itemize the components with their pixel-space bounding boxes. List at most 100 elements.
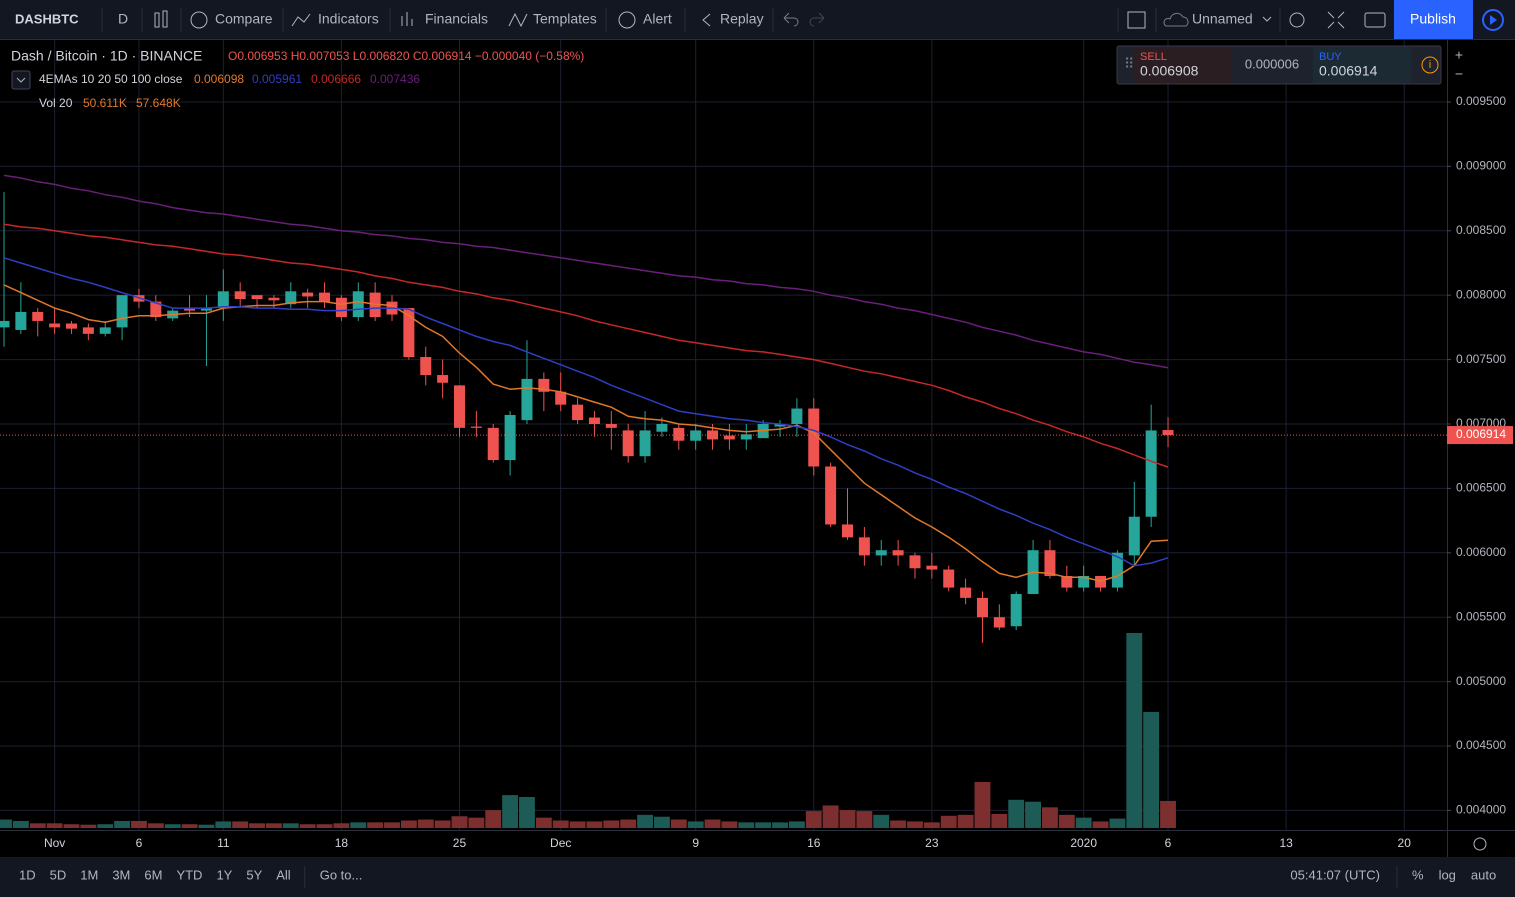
expand-button[interactable]: +: [1455, 47, 1463, 63]
range-button[interactable]: 1M: [80, 867, 98, 882]
indicators-button[interactable]: Indicators: [318, 11, 379, 27]
publish-label[interactable]: Publish: [1410, 11, 1456, 27]
templates-icon[interactable]: [508, 12, 528, 28]
volume-bar: [755, 822, 772, 828]
layout-icon[interactable]: [1127, 11, 1146, 29]
x-tick-label: 11: [217, 836, 230, 850]
volume-bar: [367, 822, 384, 828]
chart-type-icon[interactable]: [154, 10, 168, 28]
volume-bar: [1092, 821, 1109, 828]
sell-label[interactable]: SELL: [1140, 51, 1167, 63]
redo-icon[interactable]: [809, 12, 825, 27]
candle-body: [234, 291, 246, 300]
compare-icon[interactable]: [190, 11, 208, 29]
volume-bar: [131, 820, 147, 828]
buy-price[interactable]: 0.006914: [1319, 63, 1378, 79]
fullscreen-icon[interactable]: [1327, 11, 1345, 29]
x-tick-label: 13: [1279, 836, 1293, 850]
candle-body: [622, 430, 634, 457]
layout-dropdown[interactable]: [1262, 16, 1272, 22]
settings-icon[interactable]: [1289, 12, 1305, 28]
replay-button[interactable]: Replay: [720, 11, 764, 27]
play-icon[interactable]: [1482, 9, 1504, 31]
interval-button[interactable]: D: [118, 11, 128, 27]
candle-body: [588, 417, 600, 424]
range-button[interactable]: 1D: [19, 867, 36, 882]
y-tick-label: 0.004500: [1456, 738, 1506, 752]
candle-body: [268, 297, 280, 301]
range-button[interactable]: All: [276, 867, 291, 882]
x-tick-label: 16: [807, 836, 821, 850]
volume-bar: [721, 821, 738, 828]
drag-handle[interactable]: ⠿: [1124, 56, 1134, 72]
sell-button[interactable]: [1134, 47, 1232, 83]
scale-option[interactable]: %: [1412, 867, 1424, 882]
candle-body: [1078, 575, 1090, 588]
publish-button[interactable]: [1394, 0, 1473, 39]
indicators-icon[interactable]: [291, 13, 311, 27]
snapshot-icon[interactable]: [1364, 12, 1386, 28]
compare-button[interactable]: Compare: [215, 11, 273, 27]
candle-body: [302, 292, 314, 297]
last-price-tag: [1447, 426, 1513, 445]
templates-button[interactable]: Templates: [533, 11, 597, 27]
volume-bar: [1075, 817, 1092, 828]
y-tick-label: 0.007500: [1456, 352, 1506, 366]
volume-bar: [535, 817, 552, 828]
scale-option[interactable]: log: [1439, 867, 1456, 882]
range-button[interactable]: 5D: [50, 867, 67, 882]
candle-body: [858, 537, 870, 556]
volume-bar: [114, 820, 131, 828]
symbol-button[interactable]: DASHBTC: [15, 11, 79, 26]
candle-body: [285, 291, 297, 305]
axis-settings-icon[interactable]: [1473, 837, 1487, 851]
symbol-legend: Dash / Bitcoin · 1D · BINANCE: [11, 48, 202, 64]
replay-icon[interactable]: [702, 13, 711, 27]
layout-name[interactable]: Unnamed: [1192, 11, 1253, 27]
volume-bar: [788, 821, 805, 828]
y-tick-label: 0.005000: [1456, 674, 1506, 688]
undo-icon[interactable]: [783, 12, 799, 27]
volume-bar: [63, 824, 80, 828]
candle-body: [926, 565, 938, 570]
info-icon[interactable]: [1421, 56, 1439, 74]
alert-button[interactable]: Alert: [643, 11, 672, 27]
volume-bar: [519, 796, 535, 828]
volume-bar: [620, 819, 637, 828]
goto-button[interactable]: Go to...: [320, 867, 363, 882]
alert-icon[interactable]: [618, 11, 636, 29]
legend-toggle[interactable]: [11, 70, 31, 90]
candle-body: [1128, 516, 1140, 556]
volume-bar: [0, 819, 12, 828]
financials-icon[interactable]: [401, 12, 413, 26]
volume-bar: [890, 820, 907, 828]
candle-body: [774, 423, 786, 427]
y-tick-label: 0.004000: [1456, 803, 1506, 817]
buy-label[interactable]: BUY: [1319, 51, 1342, 63]
volume-bar: [957, 814, 974, 828]
volume-bar: [687, 821, 704, 828]
range-button[interactable]: 6M: [144, 867, 162, 882]
collapse-button[interactable]: −: [1455, 66, 1463, 82]
y-tick-label: 0.005500: [1456, 609, 1506, 623]
financials-button[interactable]: Financials: [425, 11, 488, 27]
range-button[interactable]: 5Y: [246, 867, 262, 882]
candle-body: [99, 327, 111, 334]
scale-option[interactable]: auto: [1471, 867, 1496, 882]
buy-button[interactable]: [1313, 47, 1411, 83]
volume-bar: [1143, 711, 1160, 828]
volume-bar: [822, 805, 839, 828]
candle-body: [538, 378, 550, 392]
volume-bar: [451, 816, 468, 828]
volume-bar: [1109, 818, 1126, 828]
range-button[interactable]: YTD: [176, 867, 202, 882]
volume-bar: [839, 810, 856, 828]
candle-body: [116, 295, 128, 328]
range-button[interactable]: 3M: [112, 867, 130, 882]
volume-bar: [147, 823, 164, 828]
sell-price[interactable]: 0.006908: [1140, 63, 1199, 79]
candle-body: [453, 385, 465, 428]
x-tick-label: 6: [136, 836, 143, 850]
volume-bar: [417, 819, 434, 828]
range-button[interactable]: 1Y: [216, 867, 232, 882]
